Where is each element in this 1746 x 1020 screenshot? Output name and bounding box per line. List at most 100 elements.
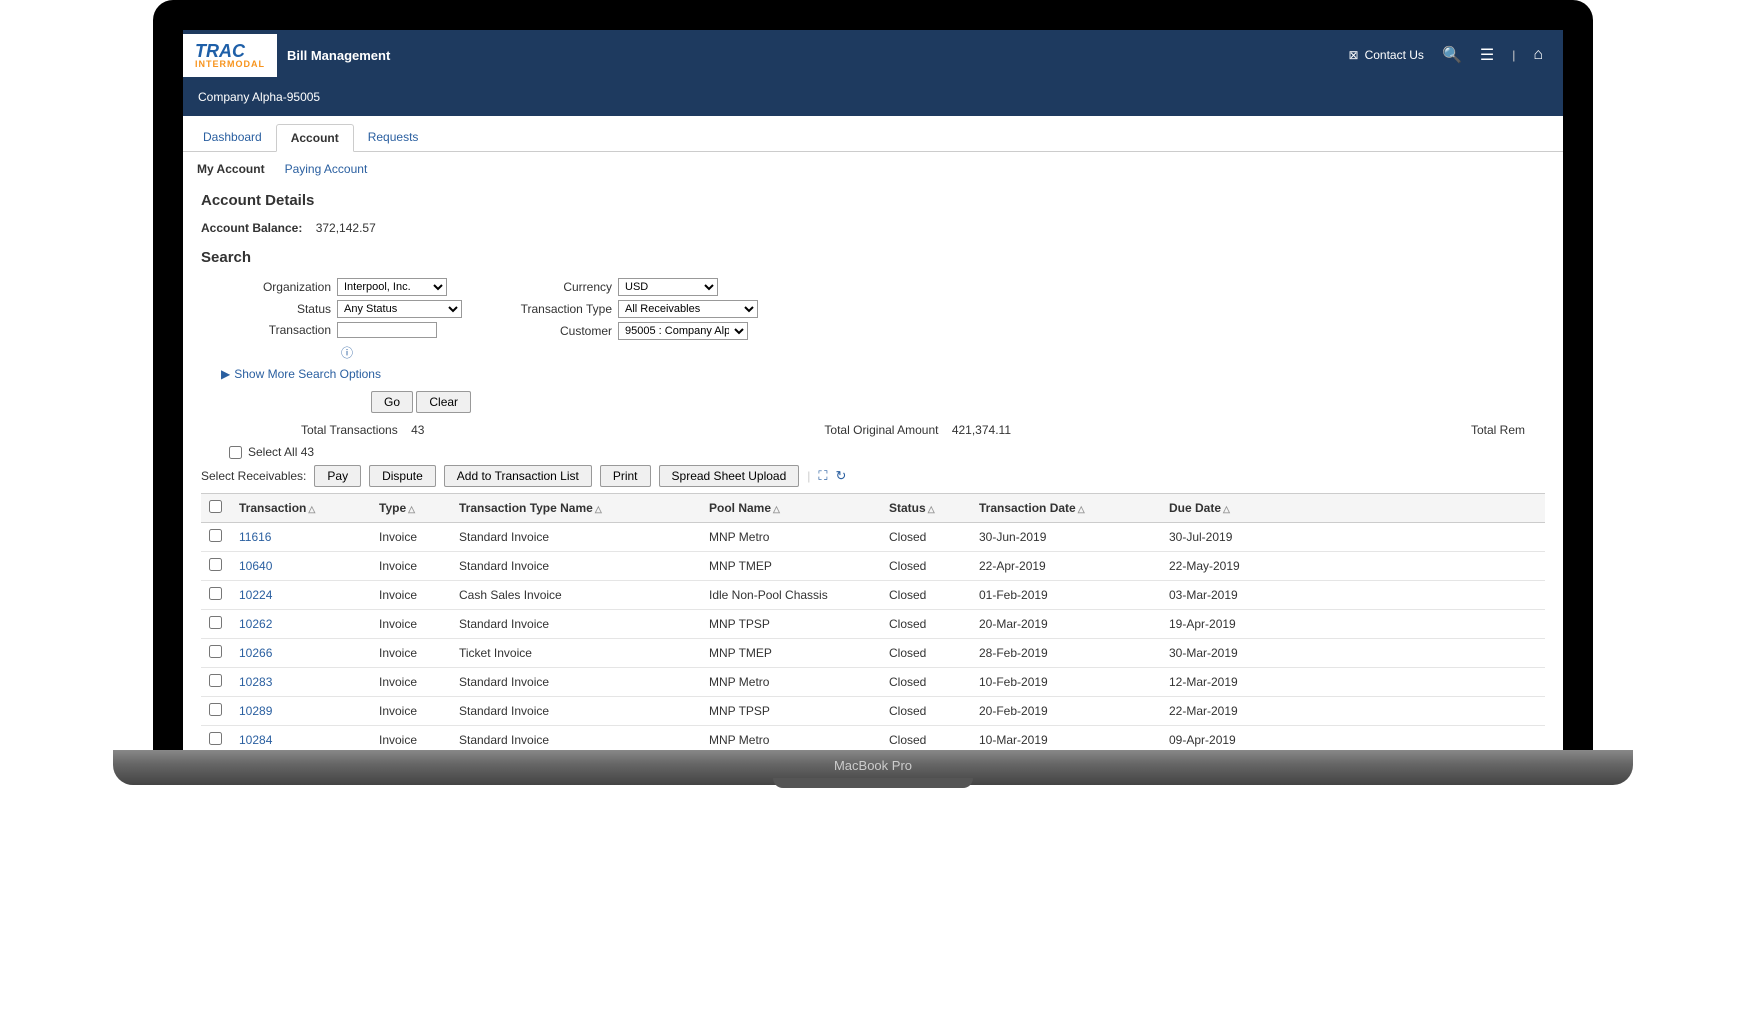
go-button[interactable]: Go: [371, 391, 413, 413]
row-checkbox[interactable]: [209, 558, 222, 571]
table-row: 10283InvoiceStandard InvoiceMNP MetroClo…: [201, 668, 1545, 697]
dispute-button[interactable]: Dispute: [369, 465, 436, 487]
pay-button[interactable]: Pay: [314, 465, 361, 487]
cell-type: Invoice: [371, 523, 451, 552]
cell-status: Closed: [881, 697, 971, 726]
cell-status: Closed: [881, 552, 971, 581]
cell-type: Invoice: [371, 552, 451, 581]
app-title: Bill Management: [287, 48, 390, 63]
row-checkbox[interactable]: [209, 529, 222, 542]
cell-due-date: 30-Jul-2019: [1161, 523, 1545, 552]
cell-txn-date: 01-Feb-2019: [971, 581, 1161, 610]
contact-us-label: Contact Us: [1365, 48, 1424, 62]
search-icon[interactable]: 🔍: [1442, 45, 1462, 65]
add-to-list-button[interactable]: Add to Transaction List: [444, 465, 592, 487]
subtab-paying-account[interactable]: Paying Account: [285, 162, 368, 176]
cell-txn-type-name: Cash Sales Invoice: [451, 581, 701, 610]
cell-due-date: 12-Mar-2019: [1161, 668, 1545, 697]
total-orig-label: Total Original Amount: [824, 423, 938, 437]
logo-main: TRAC: [195, 42, 265, 60]
txn-link[interactable]: 10283: [231, 668, 371, 697]
cell-due-date: 03-Mar-2019: [1161, 581, 1545, 610]
customer-select[interactable]: 95005 : Company Alpha: [618, 322, 748, 340]
home-icon[interactable]: ⌂: [1533, 46, 1543, 64]
txn-link[interactable]: 10224: [231, 581, 371, 610]
sort-icon: △: [1078, 504, 1085, 514]
cell-pool: MNP TPSP: [701, 697, 881, 726]
row-checkbox[interactable]: [209, 587, 222, 600]
balance-label: Account Balance:: [201, 221, 302, 235]
separator: |: [807, 469, 810, 483]
tab-account[interactable]: Account: [276, 124, 354, 152]
cell-txn-date: 30-Jun-2019: [971, 523, 1161, 552]
col-txn-date[interactable]: Transaction Date: [979, 501, 1076, 515]
txn-link[interactable]: 10262: [231, 610, 371, 639]
cell-due-date: 19-Apr-2019: [1161, 610, 1545, 639]
row-checkbox[interactable]: [209, 645, 222, 658]
txn-link[interactable]: 10266: [231, 639, 371, 668]
currency-select[interactable]: USD: [618, 278, 718, 296]
currency-label: Currency: [502, 280, 612, 294]
cell-txn-date: 10-Feb-2019: [971, 668, 1161, 697]
close-box-icon: ⊠: [1349, 48, 1359, 62]
row-checkbox[interactable]: [209, 674, 222, 687]
org-select[interactable]: Interpool, Inc.: [337, 278, 447, 296]
cell-txn-type-name: Standard Invoice: [451, 697, 701, 726]
select-all-checkbox[interactable]: [229, 446, 242, 459]
sub-tabs: My Account Paying Account: [183, 152, 1563, 182]
cell-pool: MNP Metro: [701, 668, 881, 697]
print-button[interactable]: Print: [600, 465, 651, 487]
tab-dashboard[interactable]: Dashboard: [189, 124, 276, 151]
expand-icon: ▶: [221, 367, 230, 381]
contact-us-link[interactable]: ⊠ Contact Us: [1349, 48, 1424, 62]
txn-link[interactable]: 10640: [231, 552, 371, 581]
table-row: 10266InvoiceTicket InvoiceMNP TMEPClosed…: [201, 639, 1545, 668]
refresh-icon[interactable]: ↻: [836, 468, 847, 484]
row-checkbox[interactable]: [209, 616, 222, 629]
txn-type-select[interactable]: All Receivables: [618, 300, 758, 318]
cell-txn-type-name: Standard Invoice: [451, 552, 701, 581]
cell-pool: MNP TPSP: [701, 610, 881, 639]
table-row: 10284InvoiceStandard InvoiceMNP MetroClo…: [201, 726, 1545, 751]
cell-due-date: 22-Mar-2019: [1161, 697, 1545, 726]
transaction-input[interactable]: [337, 322, 437, 338]
subtab-my-account[interactable]: My Account: [197, 162, 265, 176]
cell-type: Invoice: [371, 726, 451, 751]
header-checkbox[interactable]: [209, 500, 222, 513]
txn-link[interactable]: 10284: [231, 726, 371, 751]
cell-status: Closed: [881, 726, 971, 751]
sort-icon: △: [595, 504, 602, 514]
cell-txn-type-name: Standard Invoice: [451, 610, 701, 639]
cell-status: Closed: [881, 610, 971, 639]
search-title: Search: [201, 249, 1545, 266]
cell-txn-type-name: Standard Invoice: [451, 726, 701, 751]
tab-requests[interactable]: Requests: [354, 124, 433, 151]
show-more-link[interactable]: ▶ Show More Search Options: [221, 367, 1545, 381]
row-checkbox[interactable]: [209, 703, 222, 716]
txn-link[interactable]: 11616: [231, 523, 371, 552]
col-due-date[interactable]: Due Date: [1169, 501, 1221, 515]
table-row: 10640InvoiceStandard InvoiceMNP TMEPClos…: [201, 552, 1545, 581]
txn-link[interactable]: 10289: [231, 697, 371, 726]
status-select[interactable]: Any Status: [337, 300, 462, 318]
spreadsheet-upload-button[interactable]: Spread Sheet Upload: [659, 465, 800, 487]
col-txn-type-name[interactable]: Transaction Type Name: [459, 501, 593, 515]
cell-pool: MNP TMEP: [701, 639, 881, 668]
total-txn-label: Total Transactions: [301, 423, 398, 437]
col-type[interactable]: Type: [379, 501, 406, 515]
cell-due-date: 22-May-2019: [1161, 552, 1545, 581]
expand-icon[interactable]: ⛶: [818, 468, 827, 484]
info-icon[interactable]: ⓘ: [341, 344, 462, 361]
col-pool-name[interactable]: Pool Name: [709, 501, 771, 515]
account-details-title: Account Details: [201, 192, 1545, 209]
col-status[interactable]: Status: [889, 501, 926, 515]
row-checkbox[interactable]: [209, 732, 222, 745]
list-icon[interactable]: ☰: [1480, 45, 1494, 65]
cell-type: Invoice: [371, 668, 451, 697]
total-orig-value: 421,374.11: [952, 423, 1011, 437]
col-transaction[interactable]: Transaction: [239, 501, 306, 515]
laptop-label: MacBook Pro: [834, 758, 912, 773]
balance-value: 372,142.57: [316, 221, 376, 235]
clear-button[interactable]: Clear: [416, 391, 471, 413]
status-label: Status: [221, 302, 331, 316]
